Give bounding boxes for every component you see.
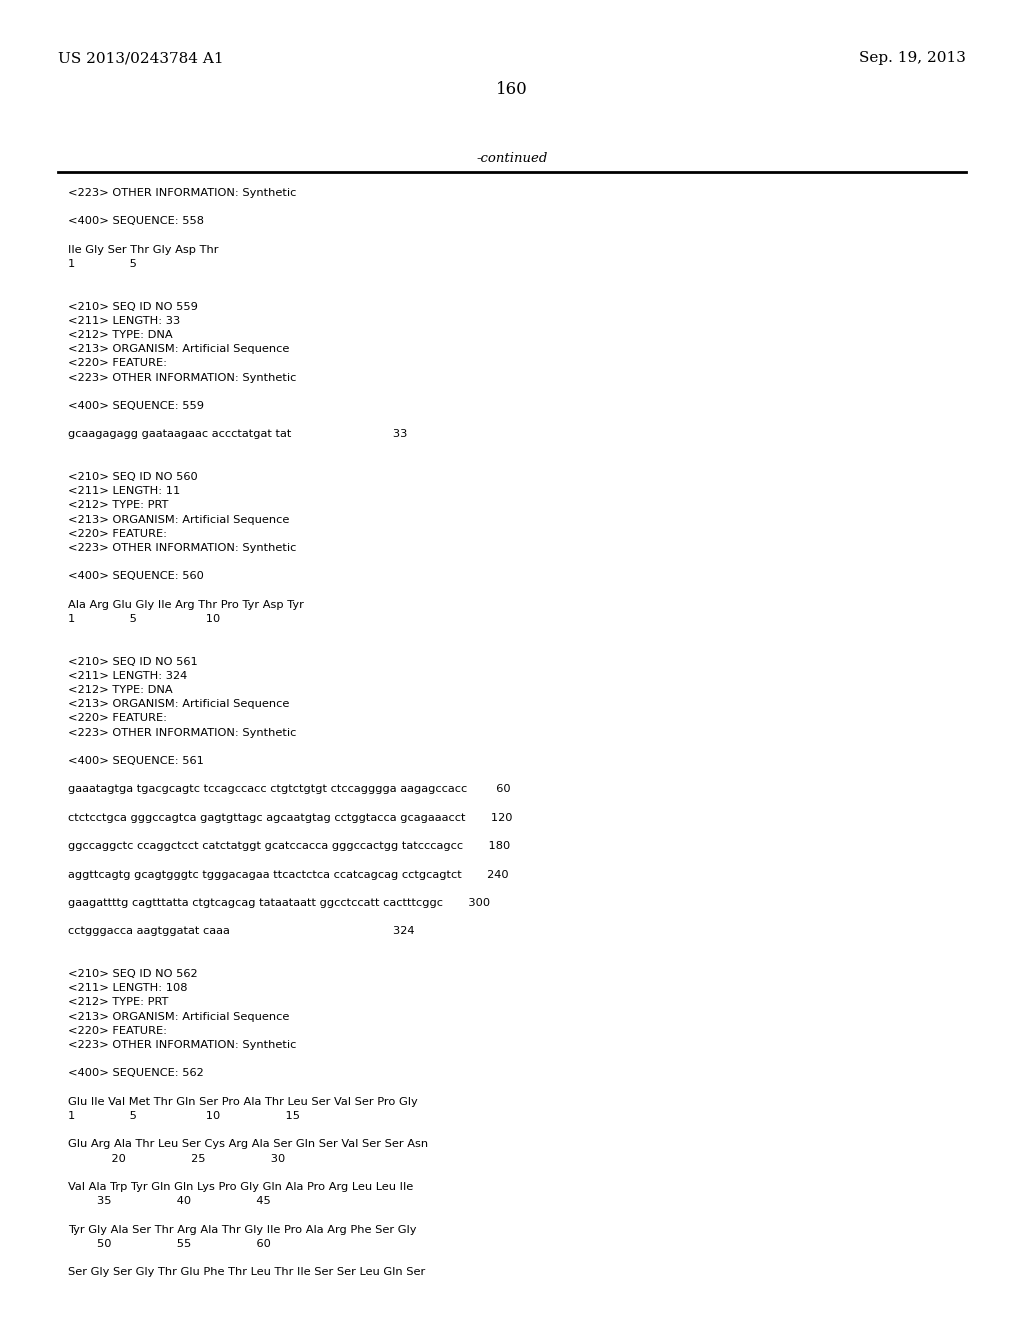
Text: Glu Ile Val Met Thr Gln Ser Pro Ala Thr Leu Ser Val Ser Pro Gly: Glu Ile Val Met Thr Gln Ser Pro Ala Thr … [68, 1097, 418, 1106]
Text: Ile Gly Ser Thr Gly Asp Thr: Ile Gly Ser Thr Gly Asp Thr [68, 244, 218, 255]
Text: <400> SEQUENCE: 558: <400> SEQUENCE: 558 [68, 216, 204, 227]
Text: gaagattttg cagtttatta ctgtcagcag tataataatt ggcctccatt cactttcggc       300: gaagattttg cagtttatta ctgtcagcag tataata… [68, 898, 490, 908]
Text: <400> SEQUENCE: 561: <400> SEQUENCE: 561 [68, 756, 204, 766]
Text: <211> LENGTH: 33: <211> LENGTH: 33 [68, 315, 180, 326]
Text: ctctcctgca gggccagtca gagtgttagc agcaatgtag cctggtacca gcagaaacct       120: ctctcctgca gggccagtca gagtgttagc agcaatg… [68, 813, 512, 822]
Text: <220> FEATURE:: <220> FEATURE: [68, 359, 167, 368]
Text: 50                  55                  60: 50 55 60 [68, 1238, 271, 1249]
Text: 35                  40                  45: 35 40 45 [68, 1196, 270, 1206]
Text: Glu Arg Ala Thr Leu Ser Cys Arg Ala Ser Gln Ser Val Ser Ser Asn: Glu Arg Ala Thr Leu Ser Cys Arg Ala Ser … [68, 1139, 428, 1150]
Text: <400> SEQUENCE: 559: <400> SEQUENCE: 559 [68, 401, 204, 411]
Text: <223> OTHER INFORMATION: Synthetic: <223> OTHER INFORMATION: Synthetic [68, 372, 296, 383]
Text: <223> OTHER INFORMATION: Synthetic: <223> OTHER INFORMATION: Synthetic [68, 543, 296, 553]
Text: gaaatagtga tgacgcagtc tccagccacc ctgtctgtgt ctccagggga aagagccacc        60: gaaatagtga tgacgcagtc tccagccacc ctgtctg… [68, 784, 511, 795]
Text: 1               5                   10: 1 5 10 [68, 614, 220, 624]
Text: <211> LENGTH: 108: <211> LENGTH: 108 [68, 983, 187, 993]
Text: <210> SEQ ID NO 559: <210> SEQ ID NO 559 [68, 301, 198, 312]
Text: <220> FEATURE:: <220> FEATURE: [68, 1026, 167, 1036]
Text: 1               5: 1 5 [68, 259, 137, 269]
Text: <211> LENGTH: 11: <211> LENGTH: 11 [68, 486, 180, 496]
Text: <223> OTHER INFORMATION: Synthetic: <223> OTHER INFORMATION: Synthetic [68, 187, 296, 198]
Text: <212> TYPE: PRT: <212> TYPE: PRT [68, 500, 168, 511]
Text: gcaagagagg gaataagaac accctatgat tat                            33: gcaagagagg gaataagaac accctatgat tat 33 [68, 429, 408, 440]
Text: Ala Arg Glu Gly Ile Arg Thr Pro Tyr Asp Tyr: Ala Arg Glu Gly Ile Arg Thr Pro Tyr Asp … [68, 599, 304, 610]
Text: <223> OTHER INFORMATION: Synthetic: <223> OTHER INFORMATION: Synthetic [68, 1040, 296, 1049]
Text: <210> SEQ ID NO 561: <210> SEQ ID NO 561 [68, 656, 198, 667]
Text: <213> ORGANISM: Artificial Sequence: <213> ORGANISM: Artificial Sequence [68, 515, 290, 524]
Text: US 2013/0243784 A1: US 2013/0243784 A1 [58, 51, 223, 65]
Text: 20                  25                  30: 20 25 30 [68, 1154, 286, 1164]
Text: ggccaggctc ccaggctcct catctatggt gcatccacca gggccactgg tatcccagcc       180: ggccaggctc ccaggctcct catctatggt gcatcca… [68, 841, 510, 851]
Text: <400> SEQUENCE: 560: <400> SEQUENCE: 560 [68, 572, 204, 581]
Text: <212> TYPE: DNA: <212> TYPE: DNA [68, 685, 173, 696]
Text: aggttcagtg gcagtgggtc tgggacagaa ttcactctca ccatcagcag cctgcagtct       240: aggttcagtg gcagtgggtc tgggacagaa ttcactc… [68, 870, 509, 879]
Text: Ser Gly Ser Gly Thr Glu Phe Thr Leu Thr Ile Ser Ser Leu Gln Ser: Ser Gly Ser Gly Thr Glu Phe Thr Leu Thr … [68, 1267, 425, 1278]
Text: <213> ORGANISM: Artificial Sequence: <213> ORGANISM: Artificial Sequence [68, 1011, 290, 1022]
Text: <210> SEQ ID NO 560: <210> SEQ ID NO 560 [68, 473, 198, 482]
Text: <213> ORGANISM: Artificial Sequence: <213> ORGANISM: Artificial Sequence [68, 700, 290, 709]
Text: 1               5                   10                  15: 1 5 10 15 [68, 1111, 300, 1121]
Text: <220> FEATURE:: <220> FEATURE: [68, 529, 167, 539]
Text: <213> ORGANISM: Artificial Sequence: <213> ORGANISM: Artificial Sequence [68, 345, 290, 354]
Text: cctgggacca aagtggatat caaa                                             324: cctgggacca aagtggatat caaa 324 [68, 927, 415, 936]
Text: <223> OTHER INFORMATION: Synthetic: <223> OTHER INFORMATION: Synthetic [68, 727, 296, 738]
Text: <400> SEQUENCE: 562: <400> SEQUENCE: 562 [68, 1068, 204, 1078]
Text: <212> TYPE: DNA: <212> TYPE: DNA [68, 330, 173, 341]
Text: Sep. 19, 2013: Sep. 19, 2013 [859, 51, 966, 65]
Text: Val Ala Trp Tyr Gln Gln Lys Pro Gly Gln Ala Pro Arg Leu Leu Ile: Val Ala Trp Tyr Gln Gln Lys Pro Gly Gln … [68, 1181, 414, 1192]
Text: <220> FEATURE:: <220> FEATURE: [68, 713, 167, 723]
Text: Tyr Gly Ala Ser Thr Arg Ala Thr Gly Ile Pro Ala Arg Phe Ser Gly: Tyr Gly Ala Ser Thr Arg Ala Thr Gly Ile … [68, 1225, 417, 1234]
Text: <212> TYPE: PRT: <212> TYPE: PRT [68, 998, 168, 1007]
Text: 160: 160 [496, 82, 528, 99]
Text: -continued: -continued [476, 152, 548, 165]
Text: <211> LENGTH: 324: <211> LENGTH: 324 [68, 671, 187, 681]
Text: <210> SEQ ID NO 562: <210> SEQ ID NO 562 [68, 969, 198, 979]
